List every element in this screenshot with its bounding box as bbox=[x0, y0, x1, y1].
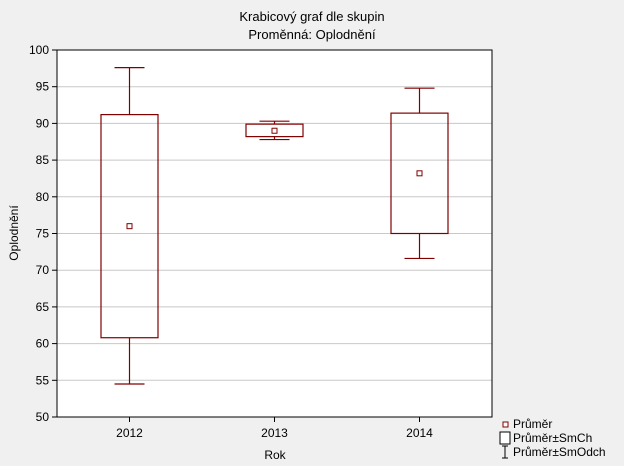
y-tick-label: 75 bbox=[36, 227, 50, 241]
chart-title: Krabicový graf dle skupin bbox=[239, 9, 384, 24]
y-tick-label: 50 bbox=[36, 410, 50, 424]
mean-point-2014 bbox=[416, 170, 423, 177]
y-tick-label: 60 bbox=[36, 337, 50, 351]
y-tick-label: 100 bbox=[29, 43, 49, 57]
y-tick-label: 95 bbox=[36, 80, 50, 94]
plot-area: 50 55 60 65 70 75 80 85 90 95 100 2012 2013 2014 bbox=[29, 43, 493, 440]
box-2013 bbox=[245, 123, 304, 138]
y-tick-label: 70 bbox=[36, 263, 50, 277]
legend-point-icon bbox=[502, 421, 509, 428]
chart-subtitle: Proměnná: Oplodnění bbox=[248, 27, 376, 42]
mean-point-2013 bbox=[271, 127, 278, 134]
y-tick-label: 65 bbox=[36, 300, 50, 314]
x-tick-label: 2014 bbox=[406, 426, 433, 440]
box-2014 bbox=[390, 112, 449, 235]
y-axis-label: Oplodnění bbox=[7, 205, 21, 261]
legend-label: Průměr bbox=[513, 417, 552, 431]
legend-box-icon bbox=[499, 431, 511, 445]
legend-label: Průměr±SmOdch bbox=[513, 445, 606, 459]
mean-point-2012 bbox=[126, 223, 133, 230]
y-tick-label: 85 bbox=[36, 153, 50, 167]
x-tick-label: 2012 bbox=[116, 426, 143, 440]
x-axis-label: Rok bbox=[264, 448, 286, 462]
y-tick-label: 55 bbox=[36, 373, 50, 387]
y-tick-label: 90 bbox=[36, 116, 50, 130]
legend-label: Průměr±SmCh bbox=[513, 431, 592, 445]
box-2012 bbox=[100, 113, 159, 339]
x-tick-label: 2013 bbox=[261, 426, 288, 440]
y-tick-label: 80 bbox=[36, 190, 50, 204]
